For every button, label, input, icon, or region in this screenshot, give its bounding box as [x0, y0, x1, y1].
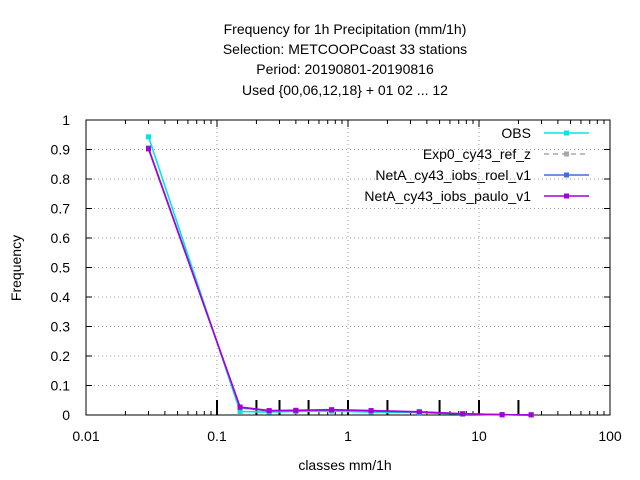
y-tick-label: 0.8	[51, 171, 71, 187]
y-tick-labels: 0 0.1 0.2 0.3 0.4 0.5 0.6 0.7 0.8 0.9 1	[51, 112, 71, 423]
data-point	[368, 408, 374, 414]
series-NetA_cy43_iobs_roel_v1	[146, 145, 534, 418]
x-tick-labels: 0.01 0.1 1 10 100	[72, 428, 622, 444]
x-tick-label: 100	[598, 428, 622, 444]
x-tick-label: 0.01	[72, 428, 99, 444]
data-point	[293, 407, 299, 413]
data-point	[237, 404, 243, 410]
legend-label: OBS	[501, 125, 531, 141]
title-line-3: Period: 20190801-20190816	[256, 61, 434, 77]
y-tick-label: 0.9	[51, 142, 71, 158]
y-tick-label: 0.4	[51, 289, 71, 305]
legend-marker	[564, 130, 569, 136]
y-tick-label: 0.7	[51, 201, 71, 217]
y-tick-label: 0.6	[51, 230, 71, 246]
y-tick-label: 0.5	[51, 260, 71, 276]
chart-title: Frequency for 1h Precipitation (mm/1h) S…	[223, 21, 467, 98]
x-axis-label: classes mm/1h	[298, 457, 391, 473]
data-point	[416, 409, 422, 415]
x-tick-label: 0.1	[207, 428, 227, 444]
data-point	[266, 408, 272, 414]
y-tick-label: 0.1	[51, 378, 71, 394]
data-point	[499, 412, 505, 418]
series-NetA_cy43_iobs_paulo_v1	[146, 146, 534, 418]
x-tick-label: 10	[471, 428, 487, 444]
data-point	[460, 411, 466, 417]
data-point	[528, 412, 534, 418]
y-tick-label: 0.2	[51, 348, 71, 364]
series-line	[147, 148, 532, 416]
y-axis-label: Frequency	[8, 235, 24, 301]
series	[146, 134, 534, 418]
legend-label: Exp0_cy43_ref_z	[423, 146, 531, 162]
x-tick-label: 1	[344, 428, 352, 444]
y-tick-label: 0	[62, 407, 70, 423]
data-point	[146, 146, 152, 152]
axes	[85, 119, 611, 416]
title-line-2: Selection: METCOOPCoast 33 stations	[223, 41, 467, 57]
legend-marker	[564, 151, 569, 157]
data-point	[329, 407, 335, 413]
legend-label: NetA_cy43_iobs_roel_v1	[375, 167, 531, 183]
legend-label: NetA_cy43_iobs_paulo_v1	[364, 188, 531, 204]
legend-marker	[564, 172, 569, 178]
legend: OBS Exp0_cy43_ref_z NetA_cy43_iobs_roel_v1…	[364, 125, 589, 204]
title-line-1: Frequency for 1h Precipitation (mm/1h)	[224, 21, 467, 37]
title-line-4: Used {00,06,12,18} + 01 02 ... 12	[242, 82, 448, 98]
data-point	[146, 134, 152, 140]
grid	[86, 120, 610, 415]
series-Exp0_cy43_ref_z	[146, 145, 534, 418]
y-tick-label: 1	[62, 112, 70, 128]
legend-marker	[564, 193, 569, 199]
y-tick-label: 0.3	[51, 319, 71, 335]
data-point	[237, 408, 243, 414]
